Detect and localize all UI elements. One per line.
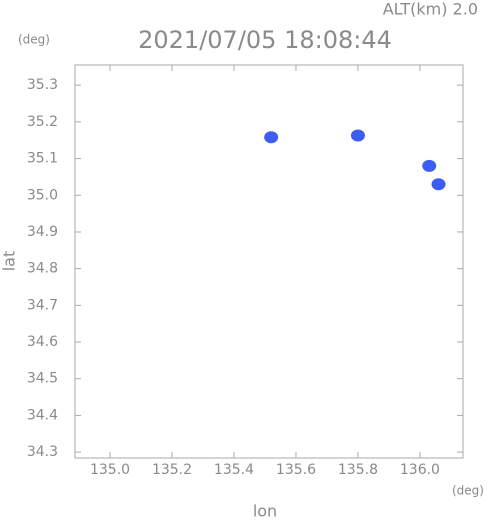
altitude: ALT(km) 2.0 [383, 0, 478, 19]
echo [350, 129, 365, 142]
x-tick-label: 135.0 [90, 462, 130, 478]
plot-frame [74, 64, 464, 459]
y-tick-label: 35.1 [27, 151, 58, 167]
x-tick-label: 135.4 [214, 462, 254, 478]
x-tick-label: 135.6 [276, 462, 316, 478]
y-tick-label: 35.3 [27, 77, 58, 93]
x-tick-label: 135.2 [152, 462, 192, 478]
y-tick-label: 35.2 [27, 114, 58, 130]
x-label: lon [253, 502, 277, 521]
x-tick-label: 136.0 [400, 462, 440, 478]
echo [264, 131, 279, 144]
y-tick-label: 34.8 [27, 261, 58, 277]
y-tick-label: 34.5 [27, 371, 58, 387]
y-tick-label: 34.3 [27, 444, 58, 460]
chart-title: 2021/07/05 18:08:44 [138, 26, 392, 54]
y-tick-label: 34.6 [27, 334, 58, 350]
x-tick-label: 135.8 [338, 462, 378, 478]
echo [422, 159, 437, 172]
y-tick-label: 34.4 [27, 407, 58, 423]
y-tick-label: 34.7 [27, 297, 58, 313]
y-label: lat [0, 251, 19, 272]
x-unit: (deg) [452, 484, 484, 498]
y-tick-label: 34.9 [27, 224, 58, 240]
y-unit: (deg) [18, 33, 50, 47]
y-tick-label: 35.0 [27, 187, 58, 203]
echo [431, 178, 446, 191]
